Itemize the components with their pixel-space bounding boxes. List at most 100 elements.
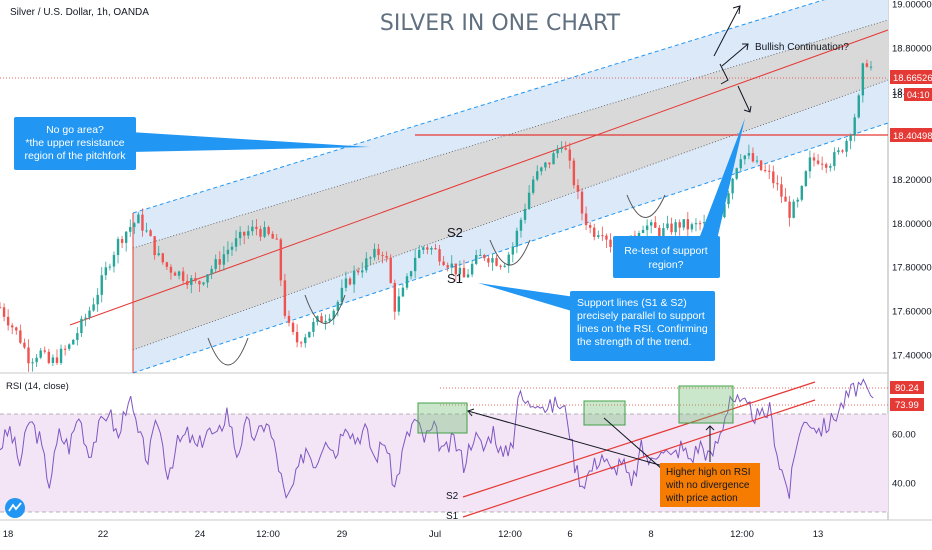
candle (487, 256, 490, 267)
bullish-label: Bullish Continuation? (755, 42, 849, 53)
candle (299, 340, 303, 348)
candle (784, 188, 787, 202)
candle (271, 231, 274, 239)
candle (808, 150, 812, 179)
candle (588, 222, 592, 234)
candle (291, 321, 295, 336)
no-go-text-3: region of the pitchfork (25, 150, 127, 162)
support-text-1: Support lines (S1 & S2) (577, 297, 687, 309)
rsi-callout-arrows (467, 408, 715, 471)
candle (39, 347, 42, 360)
candles (0, 59, 873, 372)
candle (6, 309, 10, 331)
candle (47, 348, 51, 365)
candle (841, 149, 844, 154)
candle (157, 245, 160, 257)
candle (544, 161, 547, 171)
time-tick-label: 24 (195, 529, 206, 540)
price-tick-label: 17.40000 (892, 350, 932, 361)
price-tick-label: 17.60000 (892, 307, 932, 318)
candle (422, 245, 425, 255)
candle (84, 313, 87, 327)
candle (536, 165, 539, 182)
arrow-bullish (721, 43, 749, 67)
candle (222, 246, 226, 271)
candle (173, 271, 177, 276)
callout-no-go: No go area? *the upper resistance region… (14, 117, 370, 170)
price-tick-label: 18.80000 (892, 43, 932, 54)
logo-icon (8, 502, 22, 512)
candle (100, 267, 103, 303)
candle (670, 217, 673, 235)
arc-1 (207, 337, 249, 366)
candle (23, 338, 26, 350)
candle (755, 155, 759, 164)
candle (845, 138, 848, 157)
time-tick-label: 12:00 (730, 529, 754, 540)
candle (27, 339, 30, 372)
candle (145, 222, 148, 233)
price-tick-label: 19.00000 (892, 0, 932, 10)
candle (479, 248, 482, 256)
candle (743, 154, 747, 165)
time-axis[interactable]: 18 22 24 12:00 29 Jul 12:00 6 8 12:00 13 (3, 529, 824, 540)
candle (641, 225, 645, 234)
candle (11, 322, 14, 335)
candle (515, 227, 519, 254)
rsi-axis[interactable]: 60.00 40.00 (892, 429, 916, 489)
candle (768, 164, 771, 180)
candle (556, 145, 559, 159)
price-badges: 18.66526 04:10 18 18.40498 (890, 70, 932, 142)
candle (287, 310, 291, 327)
pitchfork (69, 0, 889, 374)
rsi-highlights (417, 385, 734, 434)
candle (80, 315, 83, 337)
inner-channel (133, 20, 888, 350)
candle (580, 188, 584, 221)
candle (780, 176, 783, 204)
rsi-low-badge: 73.99 (895, 400, 919, 411)
candle (67, 343, 71, 351)
candle (686, 211, 690, 239)
candle (340, 279, 344, 306)
time-tick-label: 29 (337, 529, 348, 540)
candle (112, 251, 116, 273)
candle (837, 147, 840, 155)
candle (442, 256, 445, 266)
support-text-3: lines on the RSI. Confirming (577, 323, 708, 335)
candle (853, 113, 856, 142)
candle (88, 306, 91, 320)
candle (251, 219, 254, 236)
candle (409, 270, 413, 280)
candle (385, 251, 388, 263)
candle (540, 166, 543, 176)
highlight-3 (678, 385, 734, 424)
time-tick-label: 12:00 (256, 529, 280, 540)
candle (426, 245, 429, 255)
candle (552, 150, 555, 165)
candle (129, 219, 132, 237)
tradingview-logo[interactable] (5, 498, 25, 518)
time-tick-label: 18 (3, 529, 14, 540)
candle (601, 226, 604, 242)
candle (120, 235, 124, 249)
candle (650, 219, 653, 234)
candle (365, 252, 368, 273)
candle (344, 271, 348, 292)
rsi-support-s2 (462, 381, 816, 498)
candle (35, 353, 38, 368)
candle (76, 327, 79, 346)
rsi-high-badge: 80.24 (895, 383, 919, 394)
candle (381, 251, 384, 264)
candle (747, 144, 751, 160)
candle (295, 324, 299, 348)
candle (31, 358, 34, 372)
time-tick-label: Jul (429, 529, 441, 540)
candle (308, 331, 311, 338)
price-axis[interactable]: 19.0000018.8000018.6000018.4000018.20000… (892, 0, 932, 361)
countdown-badge: 04:10 (907, 90, 930, 100)
candle (438, 244, 441, 266)
candle (474, 249, 478, 266)
